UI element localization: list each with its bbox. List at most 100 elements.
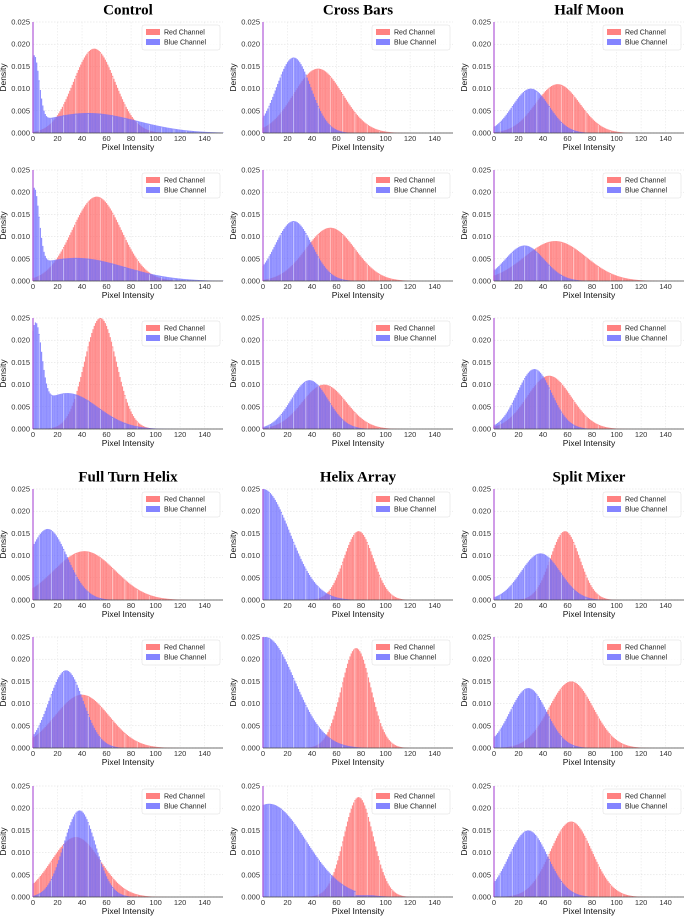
blue-bar [519, 694, 521, 748]
blue-bar [584, 428, 586, 429]
red-bar [113, 878, 115, 897]
x-tick-label: 20 [283, 601, 291, 610]
blue-bar [297, 689, 300, 748]
blue-bar [331, 273, 333, 281]
legend-swatch-red [376, 29, 390, 35]
blue-bar [525, 245, 527, 281]
blue-bar [277, 239, 279, 281]
blue-bar [110, 885, 113, 897]
red-bar [340, 396, 343, 429]
legend-box [371, 491, 451, 518]
red-bar [389, 278, 392, 281]
blue-bar [55, 259, 57, 281]
blue-bar [315, 251, 317, 281]
x-tick-label: 80 [127, 749, 135, 758]
red-bar [558, 833, 560, 897]
red-bar [105, 203, 108, 281]
blue-bar [299, 224, 301, 281]
blue-bar [582, 895, 585, 897]
blue-bar [107, 262, 109, 281]
blue-bar [81, 811, 83, 897]
blue-bar [563, 124, 565, 133]
red-bar [383, 732, 385, 748]
blue-bar [532, 248, 534, 281]
x-tick-label: 20 [283, 282, 291, 291]
blue-bar [333, 740, 335, 748]
y-tick-label: 0.015 [472, 210, 491, 219]
blue-bar [565, 740, 567, 748]
blue-bar [196, 279, 198, 281]
blue-bar [131, 425, 133, 429]
red-bar [566, 391, 569, 429]
blue-bar [113, 746, 115, 748]
blue-bar [114, 889, 116, 897]
blue-bar [555, 729, 558, 748]
y-tick-label: 0.005 [472, 870, 491, 879]
red-bar [121, 232, 124, 281]
blue-bar [532, 88, 534, 133]
blue-bar [576, 746, 578, 748]
blue-bar [131, 269, 133, 281]
red-bar [351, 536, 354, 600]
blue-bar [316, 584, 318, 600]
blue-bar [333, 596, 335, 600]
blue-bar [128, 118, 130, 133]
blue-bar [565, 580, 567, 600]
blue-bar [72, 816, 75, 897]
blue-bar [580, 895, 582, 897]
blue-bar [49, 697, 51, 748]
red-bar [48, 864, 50, 897]
blue-bar [164, 127, 166, 133]
red-bar [387, 590, 389, 600]
blue-bar [104, 261, 106, 281]
blue-bar [530, 247, 532, 281]
blue-bar [103, 741, 105, 748]
blue-bar [299, 386, 301, 429]
x-tick-label: 40 [539, 601, 547, 610]
legend-swatch-blue [376, 803, 390, 809]
legend-label: Red Channel [394, 178, 435, 185]
red-bar [593, 856, 596, 897]
blue-bar [110, 416, 113, 429]
red-bar [575, 403, 577, 429]
blue-bar [44, 377, 46, 429]
y-tick-label: 0.020 [472, 336, 491, 345]
blue-bar [501, 725, 504, 748]
red-bar [383, 276, 385, 281]
red-bar [396, 597, 398, 600]
x-tick-label: 140 [659, 430, 672, 439]
blue-bar [102, 598, 104, 600]
legend-label: Red Channel [164, 30, 205, 37]
blue-bar [337, 597, 339, 600]
red-bar [554, 696, 556, 748]
red-bar [566, 682, 569, 748]
red-bar [389, 132, 392, 133]
red-bar [579, 827, 581, 897]
legend-label: Blue Channel [625, 655, 667, 662]
red-bar [553, 241, 555, 281]
red-bar [130, 737, 132, 748]
blue-bar [299, 831, 301, 897]
red-bar [90, 337, 92, 429]
x-axis-label: Pixel Intensity [332, 906, 385, 916]
blue-bar [152, 274, 154, 281]
blue-bar [78, 257, 81, 281]
blue-bar [504, 864, 506, 897]
red-bar [120, 729, 122, 748]
blue-bar [53, 395, 55, 429]
blue-bar [36, 539, 38, 600]
red-bar [142, 743, 144, 748]
blue-bar [295, 683, 297, 748]
red-bar [71, 84, 73, 133]
blue-bar [114, 746, 116, 748]
legend-box [371, 320, 451, 347]
y-tick-label: 0.025 [241, 314, 260, 323]
legend-label: Red Channel [394, 497, 435, 504]
red-bar [338, 88, 340, 133]
red-bar [587, 843, 589, 897]
blue-bar [503, 723, 505, 748]
blue-bar [327, 736, 329, 748]
blue-bar [580, 131, 582, 133]
